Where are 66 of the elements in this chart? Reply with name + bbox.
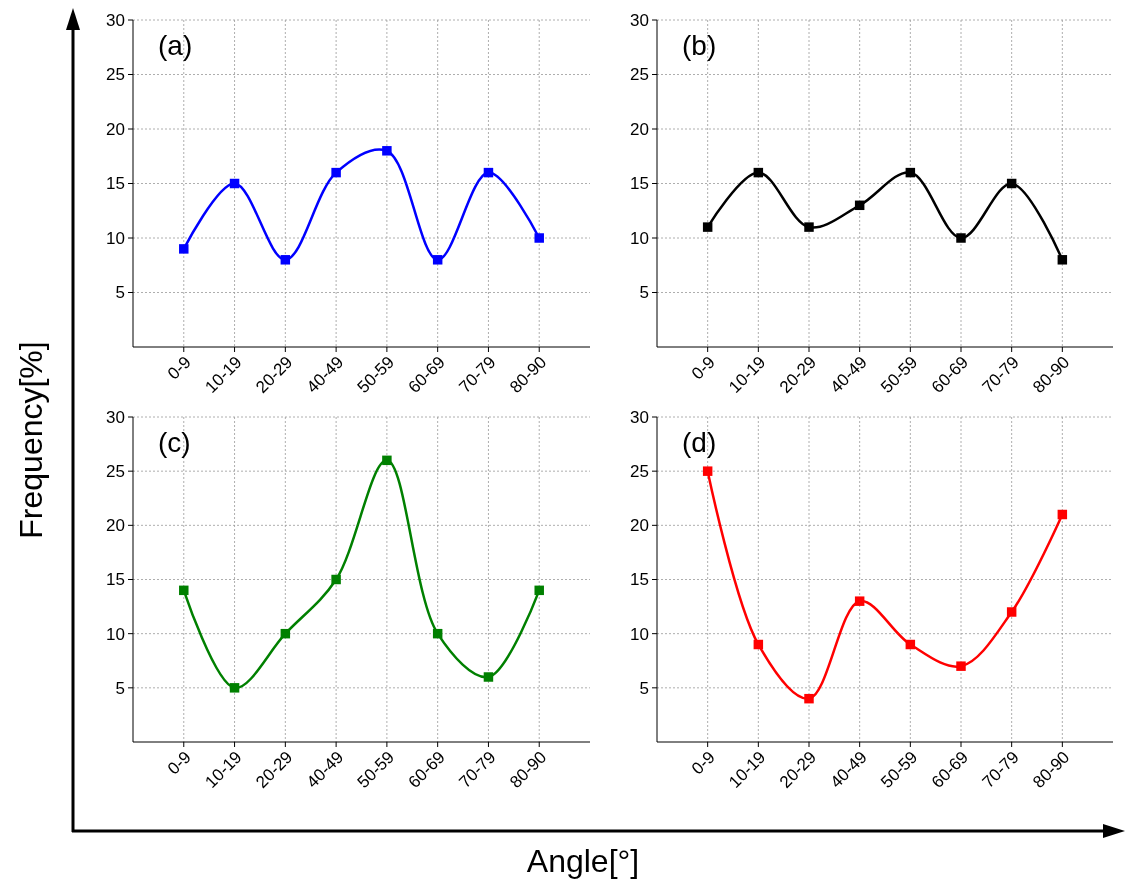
y-tick-label: 5	[115, 283, 125, 303]
y-tick-label: 30	[630, 407, 649, 427]
point	[804, 693, 814, 704]
point	[534, 585, 544, 596]
x-tick-label: 0-9	[164, 747, 195, 779]
y-tick-label: 25	[106, 65, 125, 85]
point	[1006, 178, 1017, 189]
x-axis-title: Angle[°]	[526, 843, 640, 879]
point	[382, 146, 392, 156]
point	[753, 167, 764, 178]
y-tick-label: 5	[639, 283, 649, 303]
y-tick-label: 20	[630, 516, 649, 536]
annotation: (d)	[682, 427, 717, 458]
point	[804, 222, 814, 232]
annotation: (b)	[682, 30, 717, 61]
point	[1006, 607, 1017, 617]
point	[229, 178, 240, 189]
y-tick-label: 15	[106, 570, 125, 590]
point	[956, 661, 966, 671]
y-tick-label: 15	[106, 174, 125, 194]
y-tick-label: 25	[106, 462, 125, 482]
point	[331, 574, 341, 585]
point	[483, 167, 494, 178]
y-tick-label: 10	[106, 228, 125, 248]
point	[432, 628, 443, 639]
y-tick-label: 5	[639, 678, 649, 698]
point	[753, 639, 764, 650]
point	[1057, 255, 1068, 265]
y-tick-label: 20	[106, 516, 125, 536]
point	[1057, 509, 1068, 520]
y-tick-label: 10	[630, 228, 649, 248]
y-tick-label: 15	[630, 174, 649, 194]
point	[905, 639, 916, 650]
x-tick-label: 0-9	[687, 352, 719, 384]
y-tick-label: 15	[630, 570, 649, 590]
point	[432, 255, 443, 265]
point	[280, 628, 291, 639]
point	[702, 222, 713, 232]
point	[179, 244, 189, 254]
point	[179, 585, 189, 596]
x-tick-label: 0-9	[687, 747, 719, 779]
y-tick-label: 25	[630, 65, 649, 85]
y-axis-title: Frequency[%]	[13, 341, 49, 539]
point	[854, 596, 865, 606]
point	[229, 683, 240, 693]
y-tick-label: 10	[630, 624, 649, 644]
y-tick-label: 30	[630, 10, 649, 30]
y-tick-label: 20	[630, 119, 649, 139]
y-tick-label: 20	[106, 119, 125, 139]
point	[280, 255, 291, 265]
y-tick-label: 10	[106, 624, 125, 644]
point	[702, 466, 713, 476]
point	[382, 455, 392, 466]
y-tick-label: 30	[106, 407, 125, 427]
point	[483, 672, 494, 682]
point	[854, 200, 865, 211]
x-tick-label: 0-9	[164, 352, 195, 384]
annotation: (c)	[158, 427, 191, 458]
point	[331, 167, 341, 178]
y-tick-label: 30	[106, 10, 125, 30]
point	[956, 233, 966, 243]
y-tick-label: 25	[630, 462, 649, 482]
point	[905, 167, 916, 178]
annotation: (a)	[158, 30, 193, 61]
point	[534, 233, 544, 243]
y-tick-label: 5	[115, 678, 125, 698]
